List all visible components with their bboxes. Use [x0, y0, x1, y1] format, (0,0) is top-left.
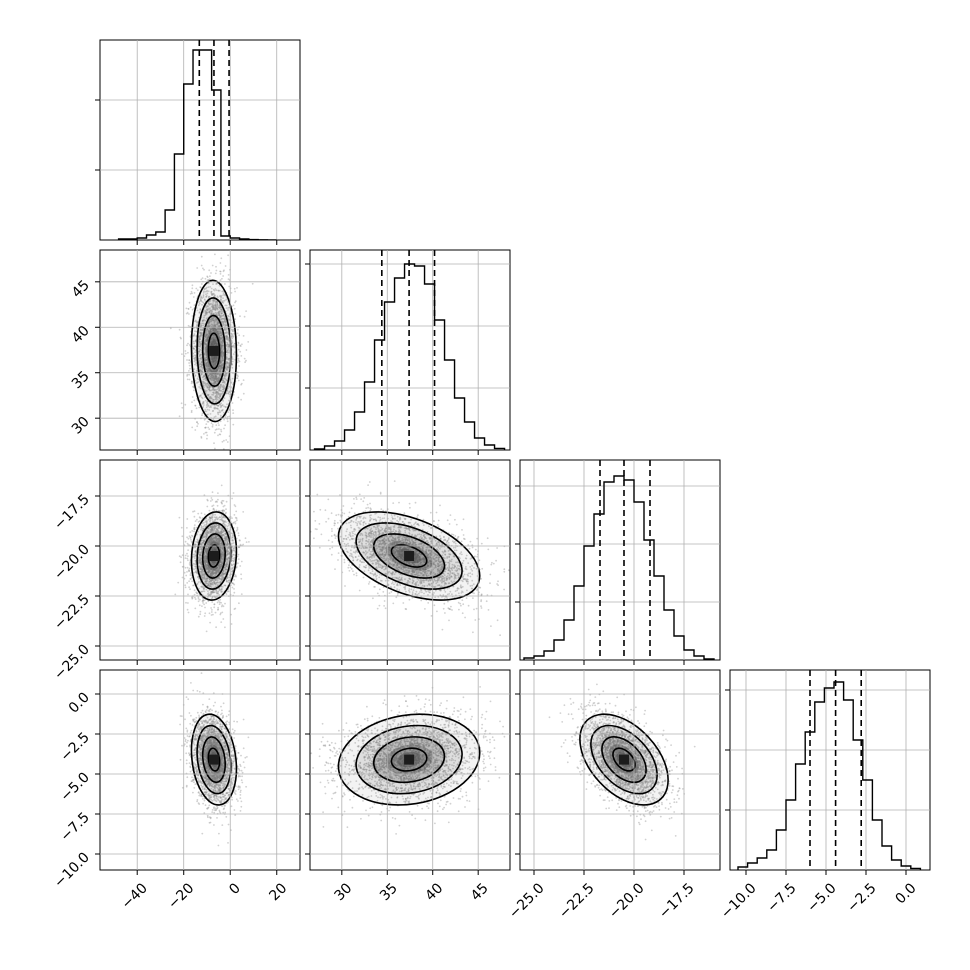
x-tick-label: 20 — [266, 880, 290, 904]
y-tick-label: −7.5 — [57, 810, 92, 845]
scatter-panel-0-3: −40 −20 0 20 −10.0 −7.5 −5.0 −2.5 0.0 — [51, 669, 301, 913]
scatter-panel-1-2 — [305, 459, 511, 665]
panel-frame — [729, 669, 931, 871]
density-peak — [208, 754, 219, 765]
contour-3 — [579, 713, 669, 806]
contour-2 — [355, 522, 463, 590]
density-peak — [208, 345, 219, 356]
density-peak — [619, 754, 629, 765]
panel-frame — [309, 249, 511, 451]
scatter-panel-2-3: −25.0 −22.5 −20.0 −17.5 — [506, 669, 721, 922]
panel-frame — [519, 459, 721, 661]
x-tick-label: −25.0 — [506, 880, 548, 922]
panel-frame — [99, 669, 301, 871]
contour-2 — [590, 724, 658, 795]
x-tick-label: 40 — [422, 880, 446, 904]
x-tick-label: −20 — [165, 880, 197, 912]
panel-frame — [519, 669, 721, 871]
contour-2 — [355, 724, 463, 795]
y-tick-label: 35 — [69, 368, 93, 392]
x-tick-label: −22.5 — [556, 880, 598, 922]
density-peak — [208, 551, 219, 561]
y-tick-label: −5.0 — [57, 770, 92, 805]
contour-0 — [390, 747, 428, 772]
contour-3 — [190, 713, 238, 806]
scatter-panel-0-2: −25.0 −22.5 −20.0 −17.5 — [51, 459, 301, 684]
hist-panel-3: −10.0 −7.5 −5.0 −2.5 0.0 — [718, 669, 931, 922]
hist-panel-1 — [309, 249, 511, 455]
contour-2 — [196, 297, 232, 405]
y-tick-label: 30 — [69, 414, 93, 438]
x-tick-label: 0.0 — [893, 880, 920, 907]
x-tick-label: −7.5 — [764, 880, 799, 915]
contour-0 — [207, 544, 221, 568]
scatter-points — [310, 480, 510, 637]
y-tick-label: −2.5 — [57, 730, 92, 765]
scatter-panel-0-1: 30 35 40 45 — [69, 249, 301, 455]
y-tick-label: −22.5 — [51, 592, 93, 634]
y-tick-label: 45 — [69, 277, 93, 301]
histogram-step-3 — [737, 681, 922, 870]
contour-1 — [201, 736, 226, 784]
x-tick-label: 0 — [226, 880, 244, 898]
contour-1 — [201, 314, 226, 388]
x-tick-label: −40 — [119, 880, 151, 912]
panel-frame — [99, 459, 301, 661]
panel-frame — [99, 249, 301, 451]
histogram-step-0 — [117, 49, 277, 240]
y-tick-label: 0.0 — [66, 690, 93, 717]
contour-1 — [372, 533, 446, 579]
y-tick-label: −17.5 — [51, 492, 93, 534]
contour-2 — [196, 522, 232, 590]
x-tick-label: −10.0 — [718, 880, 760, 922]
y-tick-label: −10.0 — [51, 850, 93, 892]
contour-0 — [207, 332, 221, 370]
y-tick-label: −20.0 — [51, 542, 93, 584]
x-tick-label: −17.5 — [656, 880, 698, 922]
x-tick-label: −5.0 — [804, 880, 839, 915]
y-tick-label: 40 — [69, 323, 93, 347]
x-tick-label: −20.0 — [606, 880, 648, 922]
contour-3 — [190, 279, 238, 423]
contour-1 — [372, 736, 446, 784]
x-tick-label: −2.5 — [844, 880, 879, 915]
panel-frame — [309, 459, 511, 661]
x-tick-label: 30 — [332, 880, 356, 904]
density-peak — [404, 754, 415, 765]
panel-frame — [309, 669, 511, 871]
scatter-panel-1-3: 30 35 40 45 — [305, 669, 511, 904]
histogram-step-2 — [523, 475, 715, 660]
contour-0 — [612, 747, 636, 772]
contour-0 — [390, 544, 428, 568]
contour-0 — [207, 747, 221, 772]
x-tick-label: 35 — [377, 880, 401, 904]
density-peak — [404, 551, 415, 561]
contour-1 — [601, 736, 647, 784]
y-tick-label: −25.0 — [51, 642, 93, 684]
x-tick-label: 45 — [468, 880, 492, 904]
hist-panel-2 — [519, 459, 721, 665]
contour-3 — [337, 713, 481, 806]
contour-3 — [190, 511, 238, 601]
contour-1 — [201, 533, 226, 579]
